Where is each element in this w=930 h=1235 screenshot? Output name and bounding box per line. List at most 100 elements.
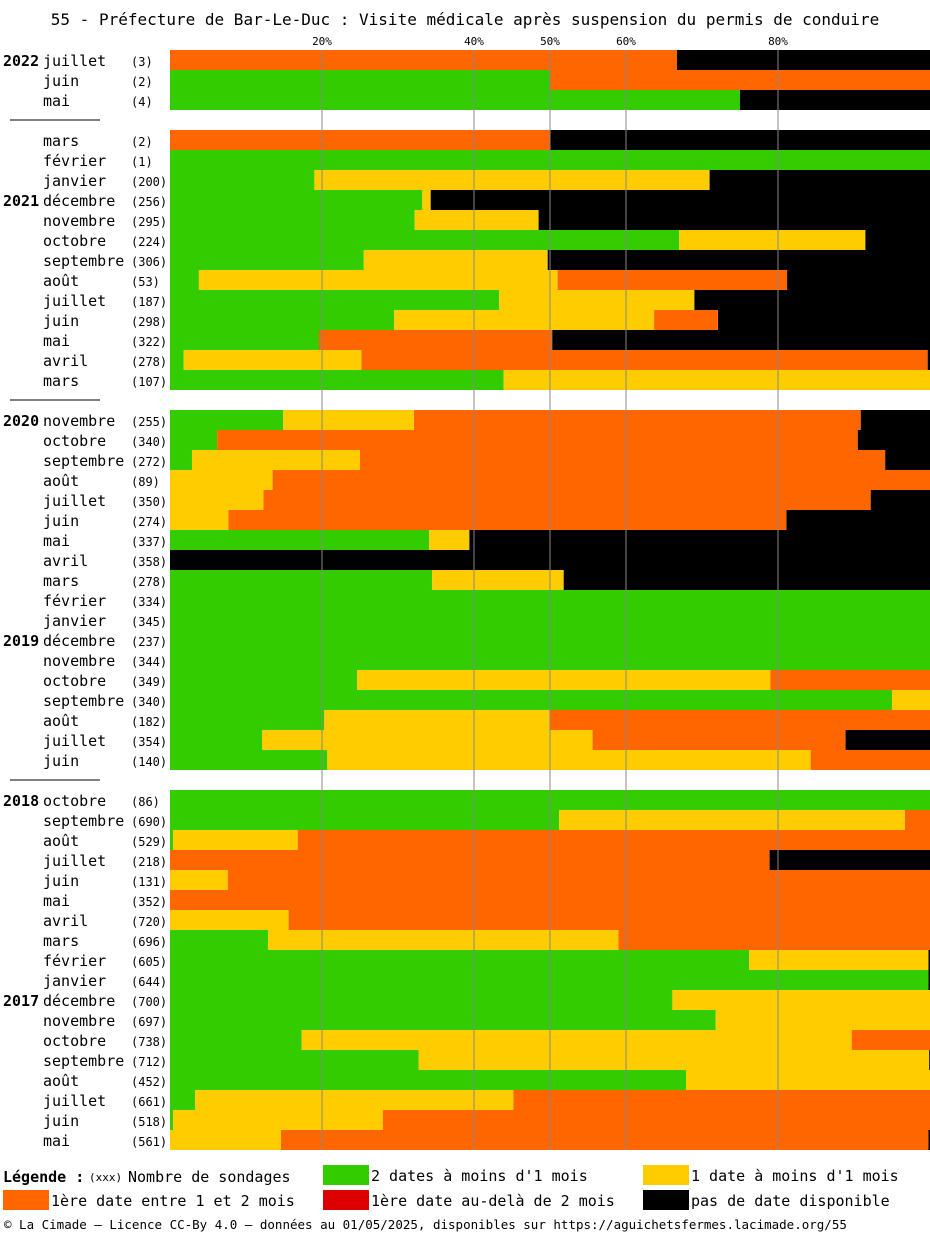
month-label: mai: [43, 1132, 70, 1150]
bar-segment: [170, 210, 415, 230]
bar-segment: [319, 330, 553, 350]
month-label: septembre: [43, 1052, 124, 1070]
bar-segment: [170, 970, 929, 990]
bar-segment: [198, 270, 558, 290]
bar-segment: [865, 230, 930, 250]
count-label: (89): [131, 475, 160, 489]
bar-segment: [297, 830, 930, 850]
bar-segment: [513, 1090, 930, 1110]
bar-segment: [170, 730, 262, 750]
month-label: juillet: [43, 52, 106, 70]
year-label: 2017: [3, 992, 39, 1010]
count-label: (340): [131, 435, 167, 449]
bar-segment: [170, 50, 677, 70]
legend-item-1-date-label: 1 date à moins d'1 mois: [691, 1167, 899, 1185]
month-label: juin: [43, 512, 79, 530]
month-label: août: [43, 832, 79, 850]
legend-item-au-dela-2-mois-label: 1ère date au-delà de 2 mois: [371, 1192, 615, 1210]
bar-segment: [694, 290, 930, 310]
month-label: août: [43, 712, 79, 730]
bar-segment: [195, 1090, 514, 1110]
count-label: (358): [131, 555, 167, 569]
month-label: juin: [43, 312, 79, 330]
footer-credit: © La Cimade – Licence CC-By 4.0 – donnée…: [4, 1217, 847, 1232]
bar-segment: [718, 310, 930, 330]
bar-segment: [430, 190, 930, 210]
bar-segment: [550, 710, 930, 730]
bar-segment: [170, 750, 328, 770]
bar-segment: [432, 570, 564, 590]
count-label: (334): [131, 595, 167, 609]
bar-segment: [183, 350, 362, 370]
month-label: septembre: [43, 812, 124, 830]
month-label: novembre: [43, 652, 115, 670]
bar-segment: [672, 990, 930, 1010]
month-label: juin: [43, 72, 79, 90]
month-label: août: [43, 472, 79, 490]
bar-segment: [550, 130, 930, 150]
bar-segment: [170, 430, 218, 450]
bar-segment: [170, 170, 315, 190]
bar-segment: [170, 510, 229, 530]
count-label: (274): [131, 515, 167, 529]
month-label: février: [43, 152, 106, 170]
bar-segment: [892, 690, 930, 710]
count-label: (345): [131, 615, 167, 629]
count-label: (3): [131, 55, 153, 69]
bar-segment: [559, 810, 905, 830]
count-label: (697): [131, 1015, 167, 1029]
bar-segment: [170, 370, 504, 390]
count-label: (224): [131, 235, 167, 249]
year-label: 2022: [3, 52, 39, 70]
bar-segment: [679, 230, 866, 250]
count-label: (2): [131, 75, 153, 89]
x-tick-label: 50%: [540, 35, 560, 48]
bar-segment: [173, 830, 298, 850]
bar-segment: [382, 1110, 930, 1130]
count-label: (218): [131, 855, 167, 869]
bar-segment: [170, 690, 892, 710]
month-label: novembre: [43, 1012, 115, 1030]
bar-segment: [414, 410, 861, 430]
month-label: mars: [43, 572, 79, 590]
bar-segment: [262, 730, 593, 750]
count-label: (237): [131, 635, 167, 649]
count-label: (53): [131, 275, 160, 289]
month-label: mars: [43, 132, 79, 150]
bar-segment: [263, 490, 871, 510]
count-label: (278): [131, 575, 167, 589]
bar-segment: [170, 310, 395, 330]
bar-segment: [170, 90, 740, 110]
bar-segment: [272, 470, 930, 490]
count-label: (4): [131, 95, 153, 109]
legend-item-2-dates-swatch: [323, 1165, 369, 1185]
count-label: (295): [131, 215, 167, 229]
year-label: 2021: [3, 192, 39, 210]
bar-segment: [394, 310, 655, 330]
bar-segment: [563, 570, 930, 590]
count-label: (200): [131, 175, 167, 189]
month-label: octobre: [43, 432, 106, 450]
count-label: (644): [131, 975, 167, 989]
count-label: (340): [131, 695, 167, 709]
bar-segment: [217, 430, 858, 450]
count-label: (452): [131, 1075, 167, 1089]
bar-segment: [810, 750, 930, 770]
x-tick-label: 40%: [464, 35, 484, 48]
month-label: octobre: [43, 672, 106, 690]
count-label: (107): [131, 375, 167, 389]
month-label: juin: [43, 1112, 79, 1130]
bar-segment: [170, 850, 770, 870]
month-label: septembre: [43, 252, 124, 270]
bar-segment: [170, 870, 228, 890]
count-label: (272): [131, 455, 167, 469]
x-tick-label: 60%: [616, 35, 636, 48]
bar-segment: [885, 450, 930, 470]
month-label: juillet: [43, 1092, 106, 1110]
month-label: janvier: [43, 172, 106, 190]
bar-segment: [170, 330, 319, 350]
bar-segment: [170, 470, 273, 490]
bar-segment: [363, 250, 548, 270]
month-label: mars: [43, 372, 79, 390]
month-label: juin: [43, 872, 79, 890]
